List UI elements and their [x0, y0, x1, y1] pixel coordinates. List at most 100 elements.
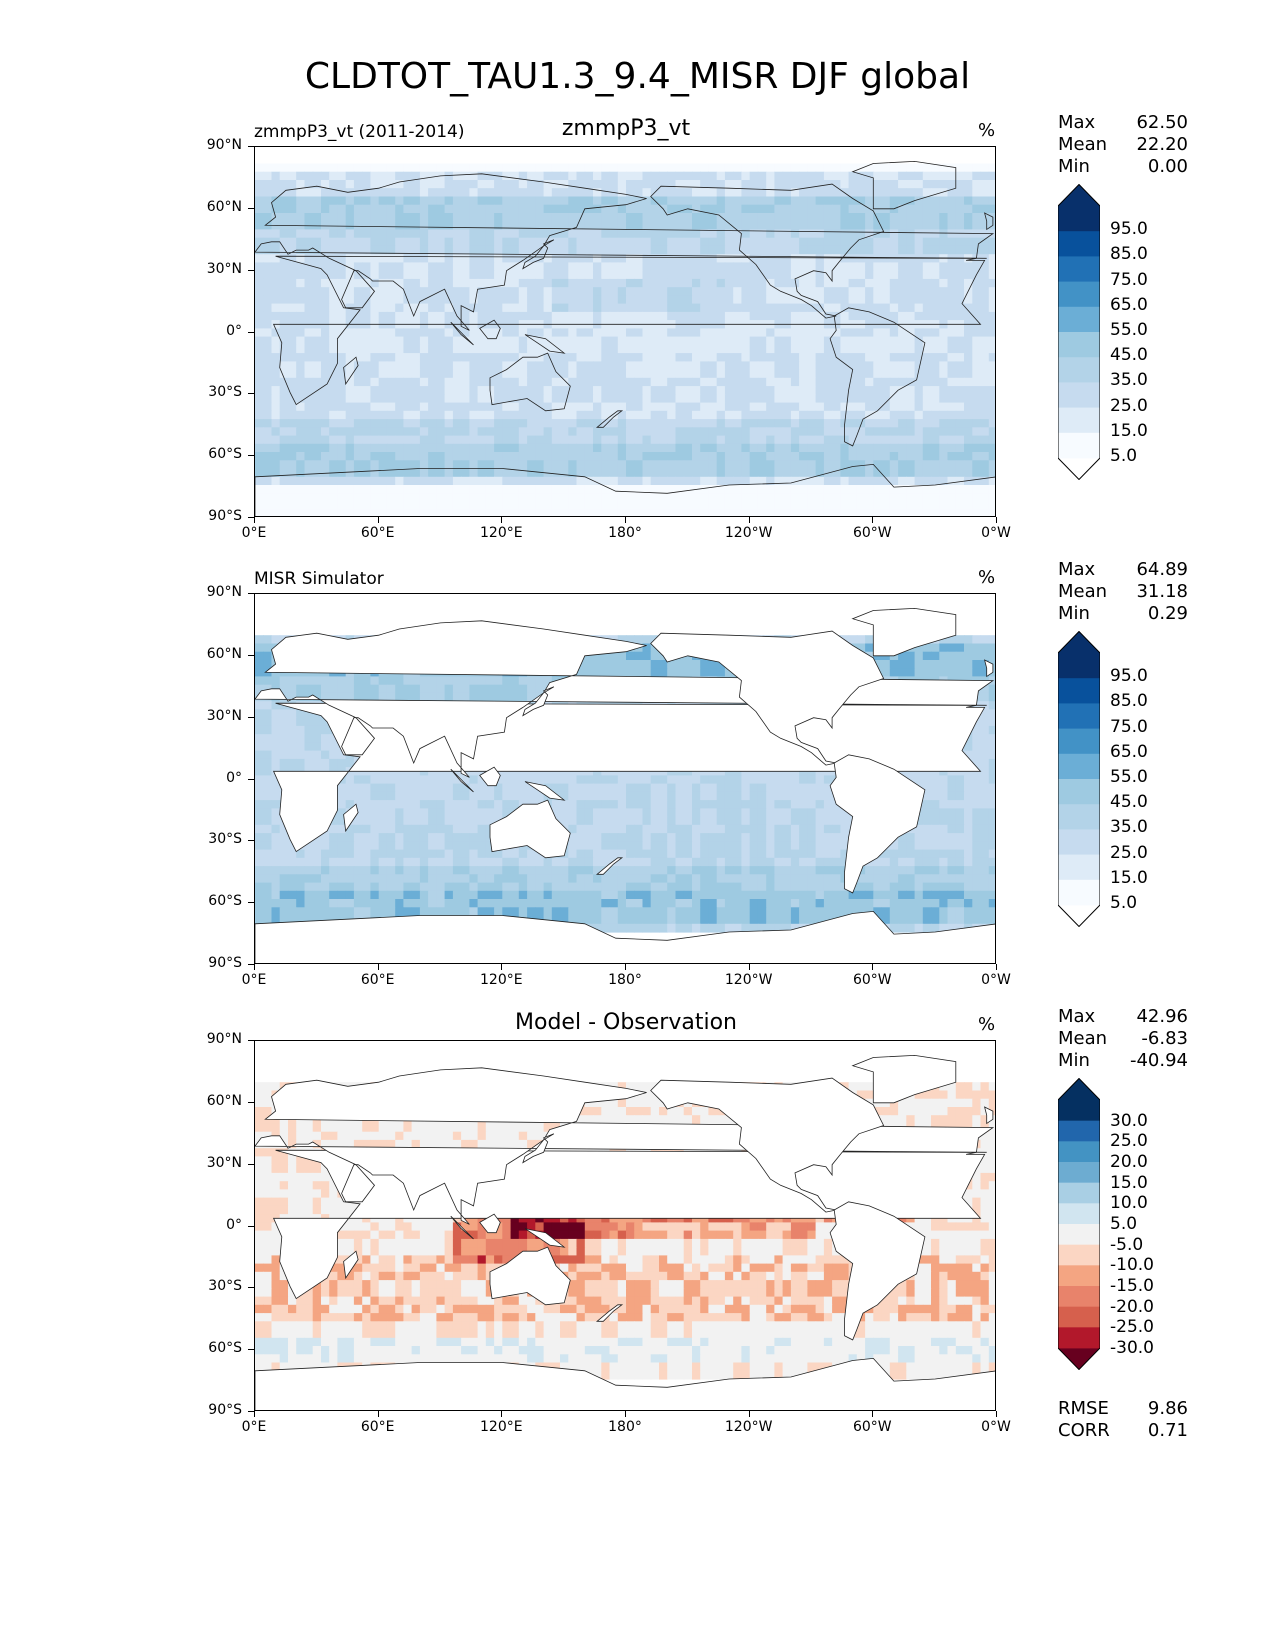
- stat-label: Max: [1058, 112, 1096, 133]
- y-tick-mark: [248, 716, 254, 718]
- y-tick-label: 90°N: [206, 584, 242, 600]
- y-tick-mark: [248, 207, 254, 209]
- x-tick-label: 180°: [608, 972, 642, 988]
- x-tick-mark: [254, 964, 255, 970]
- stat-row: Max 62.50: [1058, 112, 1188, 134]
- stats-block: Max 62.50 Mean 22.20 Min 0.00: [1058, 112, 1188, 178]
- stat-row: Mean -6.83: [1058, 1028, 1188, 1050]
- y-tick-label: 90°S: [208, 955, 242, 971]
- y-tick-mark: [248, 1349, 254, 1351]
- map-svg: [255, 160, 995, 516]
- rmse-corr-block: RMSE 9.86 CORR 0.71: [1058, 1398, 1188, 1442]
- x-tick-mark: [996, 964, 997, 970]
- x-tick-label: 60°W: [852, 1419, 892, 1435]
- colorbar-tick-label: 75.0: [1110, 716, 1148, 737]
- colorbar-tick-label: 95.0: [1110, 219, 1148, 240]
- y-tick-label: 30°N: [206, 260, 242, 277]
- map-svg: [255, 607, 995, 963]
- x-tick-mark: [254, 517, 255, 523]
- difference-panel: Model - Observation% 90°N 60°N 30°N 0° 30°S 60…: [0, 1006, 1275, 1454]
- y-tick-mark: [248, 455, 254, 457]
- x-tick-mark: [254, 1411, 255, 1417]
- colorbar-tick-label: 45.0: [1110, 345, 1148, 366]
- colorbar: [1057, 630, 1101, 931]
- colorbar-tick-label: 10.0: [1110, 1193, 1148, 1214]
- stat-value: 0.29: [1147, 603, 1188, 624]
- stat-row: Min -40.94: [1058, 1050, 1188, 1072]
- units-label: %: [978, 120, 996, 141]
- x-tick-label: 120°E: [480, 1419, 523, 1435]
- x-tick-label: 60°E: [360, 972, 395, 988]
- y-tick-mark: [248, 331, 254, 333]
- colorbar-tick-label: 35.0: [1110, 370, 1148, 391]
- stat-label: Min: [1058, 603, 1090, 624]
- y-tick-label: 60°S: [208, 893, 242, 910]
- y-tick-mark: [248, 1163, 254, 1165]
- x-tick-label: 60°E: [360, 1419, 395, 1435]
- colorbar-tick-label: 5.0: [1110, 446, 1138, 466]
- x-tick-mark: [872, 517, 874, 523]
- stat-value: 62.50: [1136, 112, 1188, 133]
- field-raster: [255, 163, 995, 516]
- colorbar-tick-label: -15.0: [1110, 1276, 1154, 1296]
- stat-row: RMSE 9.86: [1058, 1398, 1188, 1420]
- x-tick-mark: [625, 517, 626, 523]
- stat-value: 42.96: [1136, 1006, 1188, 1027]
- colorbar: [1057, 183, 1101, 484]
- y-tick-label: 90°N: [206, 1031, 242, 1047]
- y-tick-mark: [248, 778, 254, 780]
- stat-row: Min 0.00: [1058, 156, 1188, 178]
- x-tick-mark: [872, 1411, 874, 1417]
- x-tick-label: 60°E: [360, 525, 395, 541]
- colorbar-tick-label: 25.0: [1110, 395, 1148, 416]
- colorbar-tick-label: 20.0: [1110, 1152, 1148, 1172]
- x-tick-mark: [377, 1411, 379, 1417]
- stat-label: Mean: [1058, 1028, 1108, 1049]
- colorbar-tick-label: -20.0: [1110, 1296, 1154, 1317]
- map-plot: [254, 1040, 996, 1411]
- y-tick-mark: [248, 146, 254, 147]
- coastlines: [255, 1054, 995, 1410]
- stat-value: 64.89: [1136, 559, 1188, 580]
- colorbar-tick-label: 25.0: [1110, 842, 1148, 863]
- x-tick-mark: [996, 517, 997, 523]
- stat-label: RMSE: [1058, 1398, 1109, 1419]
- colorbar-tick-label: 55.0: [1110, 767, 1148, 787]
- x-tick-mark: [748, 517, 750, 523]
- observation-panel: MISR Simulator% 90°N 60°N 30°N 0° 30°S 60°S 90°…: [0, 559, 1275, 1007]
- x-tick-label: 60°W: [852, 525, 892, 541]
- stat-label: CORR: [1058, 1420, 1110, 1441]
- x-tick-mark: [748, 964, 750, 970]
- y-tick-label: 60°S: [208, 1340, 242, 1357]
- stat-value: -40.94: [1129, 1050, 1188, 1071]
- x-tick-label: 120°W: [724, 1419, 773, 1435]
- stat-label: Min: [1058, 1050, 1090, 1071]
- x-tick-label: 0°E: [241, 525, 267, 541]
- stat-value: -6.83: [1141, 1028, 1188, 1049]
- colorbar-tick-label: 25.0: [1110, 1131, 1148, 1152]
- colorbar-tick-label: -25.0: [1110, 1317, 1154, 1338]
- colorbar-tick-label: 15.0: [1110, 1172, 1148, 1193]
- colorbar-tick-label: -10.0: [1110, 1255, 1154, 1276]
- y-tick-mark: [248, 1040, 254, 1041]
- y-tick-mark: [248, 1411, 254, 1412]
- y-tick-mark: [248, 1101, 254, 1103]
- y-tick-label: 30°S: [208, 384, 242, 401]
- stat-row: Mean 31.18: [1058, 581, 1188, 603]
- stat-label: Min: [1058, 156, 1090, 177]
- x-tick-mark: [748, 1411, 750, 1417]
- y-tick-label: 30°N: [206, 707, 242, 724]
- stat-value: 9.86: [1147, 1398, 1188, 1419]
- y-tick-mark: [248, 840, 254, 842]
- colorbar-tick-label: 30.0: [1110, 1110, 1148, 1131]
- colorbar-tick-label: 65.0: [1110, 741, 1148, 762]
- y-tick-label: 90°S: [208, 1402, 242, 1418]
- stats-block: Max 64.89 Mean 31.18 Min 0.29: [1058, 559, 1188, 625]
- y-tick-label: 90°N: [206, 137, 242, 153]
- colorbar-tick-label: 65.0: [1110, 294, 1148, 315]
- x-tick-label: 180°: [608, 1419, 642, 1435]
- y-tick-mark: [248, 964, 254, 965]
- colorbar-tick-label: -5.0: [1110, 1234, 1144, 1255]
- colorbar-tick-label: 35.0: [1110, 817, 1148, 838]
- y-tick-mark: [248, 1287, 254, 1289]
